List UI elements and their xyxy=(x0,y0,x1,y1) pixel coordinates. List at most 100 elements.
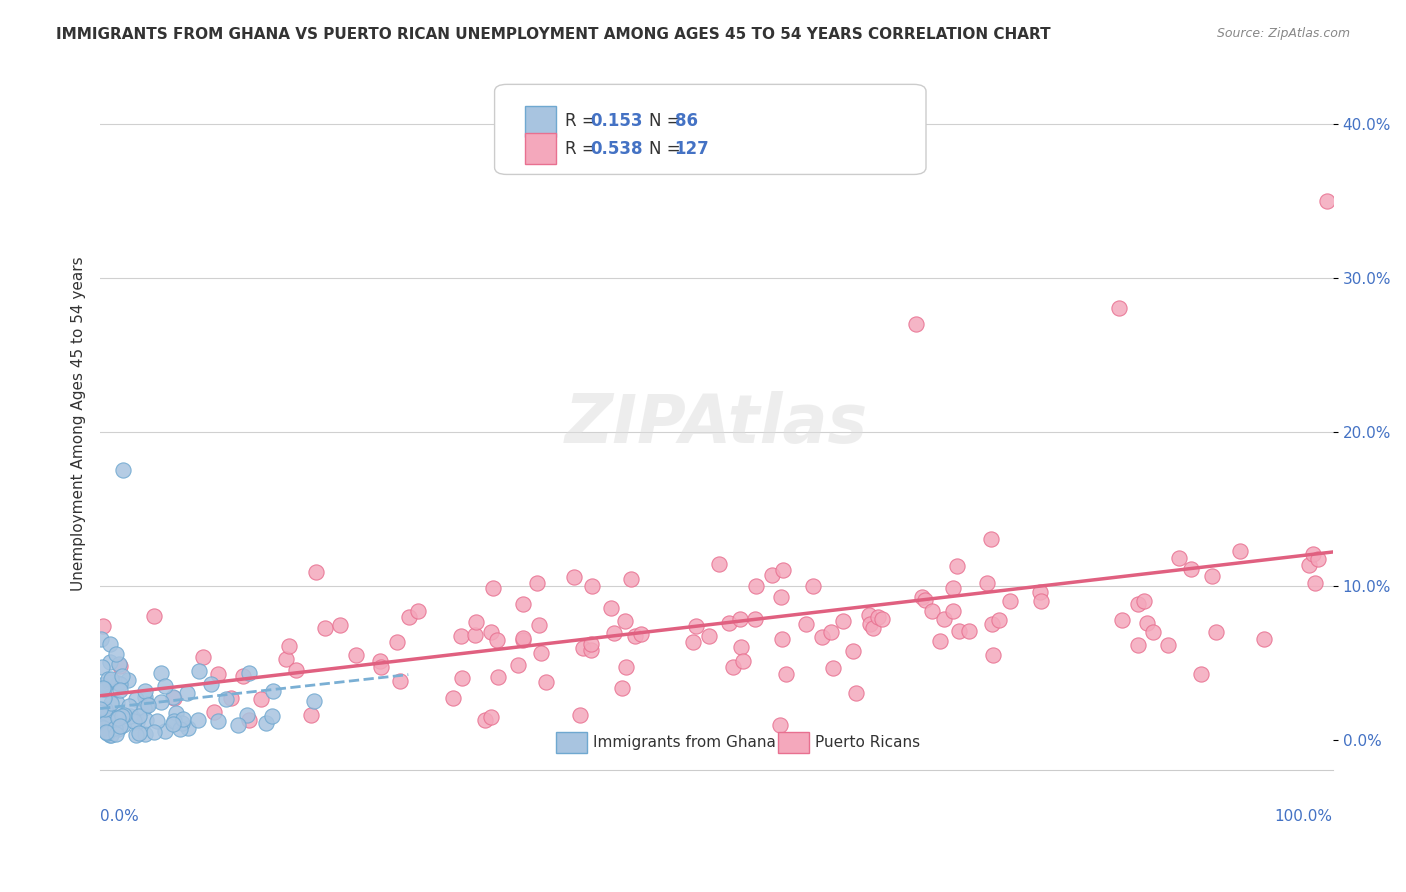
Point xyxy=(610,681,633,695)
Point xyxy=(842,644,865,658)
Point xyxy=(464,628,486,642)
Point xyxy=(314,621,336,635)
Point xyxy=(107,723,129,737)
Point xyxy=(176,686,198,700)
Point xyxy=(1298,558,1320,573)
Point xyxy=(1168,551,1191,566)
Point xyxy=(770,632,793,646)
Point xyxy=(1031,594,1053,608)
Point xyxy=(450,630,472,644)
Point xyxy=(761,567,783,582)
Point xyxy=(946,559,969,574)
Point xyxy=(564,570,586,584)
Point xyxy=(385,635,408,649)
Point xyxy=(112,707,135,722)
Point xyxy=(904,317,927,331)
Point xyxy=(568,708,591,723)
Point xyxy=(285,663,308,677)
Point xyxy=(530,647,553,661)
Point xyxy=(93,681,115,696)
Point xyxy=(136,698,159,712)
Text: 0.153: 0.153 xyxy=(591,112,643,130)
Point xyxy=(1253,632,1275,646)
Point xyxy=(202,705,225,719)
Point xyxy=(976,576,998,591)
Point xyxy=(730,640,752,655)
Point xyxy=(948,624,970,639)
Point xyxy=(169,723,191,737)
Point xyxy=(479,625,502,640)
Point xyxy=(122,714,145,728)
Text: Puerto Ricans: Puerto Ricans xyxy=(815,735,920,750)
Point xyxy=(142,609,165,624)
Point xyxy=(623,629,645,643)
Point xyxy=(93,681,115,696)
Point xyxy=(482,581,505,595)
Text: ZIPAtlas: ZIPAtlas xyxy=(565,391,868,457)
Point xyxy=(97,706,120,721)
Point xyxy=(512,597,534,611)
Point xyxy=(134,727,156,741)
Point xyxy=(998,594,1021,608)
Point xyxy=(98,655,121,669)
Point xyxy=(111,668,134,682)
Point xyxy=(105,727,128,741)
Point xyxy=(96,713,118,727)
Point xyxy=(207,666,229,681)
Point xyxy=(921,604,943,618)
Point xyxy=(305,565,328,579)
Point xyxy=(128,726,150,740)
Text: R =: R = xyxy=(565,140,600,158)
Point xyxy=(134,690,156,704)
Point xyxy=(96,725,118,739)
Point xyxy=(859,616,882,631)
Point xyxy=(302,694,325,708)
Point xyxy=(108,683,131,698)
Point xyxy=(135,697,157,711)
Point xyxy=(191,649,214,664)
Point xyxy=(775,667,797,681)
Point xyxy=(163,714,186,728)
Point xyxy=(581,579,603,593)
Point xyxy=(1229,544,1251,558)
Point xyxy=(149,695,172,709)
Text: N =: N = xyxy=(648,140,686,158)
Point xyxy=(219,690,242,705)
Point xyxy=(111,708,134,723)
Point xyxy=(685,619,707,633)
Point xyxy=(934,612,956,626)
Point xyxy=(744,612,766,626)
Point xyxy=(108,719,131,733)
Text: 0.538: 0.538 xyxy=(591,140,643,158)
Point xyxy=(134,684,156,698)
Bar xyxy=(526,106,557,137)
Point xyxy=(90,632,112,646)
Point xyxy=(512,631,534,645)
Point xyxy=(389,674,412,689)
Point xyxy=(1180,561,1202,575)
Point xyxy=(957,624,980,638)
Point xyxy=(980,532,1002,546)
Point xyxy=(811,631,834,645)
Point xyxy=(1303,576,1326,591)
Point xyxy=(603,626,626,640)
Point xyxy=(142,724,165,739)
Point xyxy=(614,614,637,628)
Point xyxy=(479,710,502,724)
Point xyxy=(534,674,557,689)
Point xyxy=(107,711,129,725)
Point xyxy=(1029,585,1052,599)
Point xyxy=(730,612,752,626)
Point xyxy=(1142,625,1164,640)
Point xyxy=(111,717,134,731)
Point xyxy=(929,633,952,648)
Point xyxy=(98,675,121,690)
Point xyxy=(177,721,200,735)
Point xyxy=(165,706,187,720)
Point xyxy=(600,601,623,615)
Point xyxy=(721,660,744,674)
Point xyxy=(105,711,128,725)
Point xyxy=(870,613,893,627)
Point xyxy=(277,640,299,654)
Point xyxy=(100,672,122,686)
